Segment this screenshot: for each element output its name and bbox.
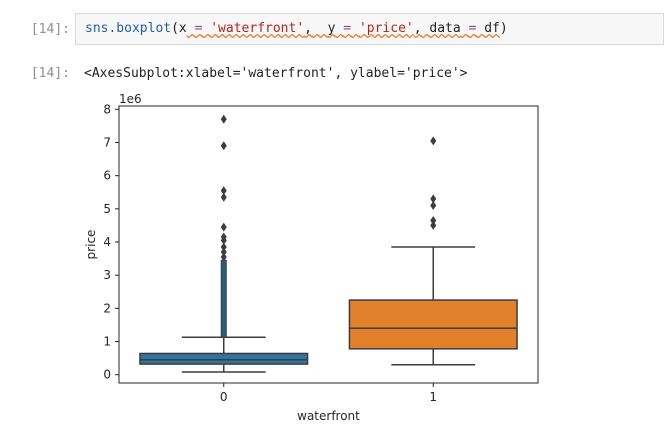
code-close-paren: ) <box>499 21 508 36</box>
box-iqr <box>348 299 518 350</box>
outlier-band <box>220 259 227 338</box>
outlier-point <box>220 114 227 124</box>
outlier-point <box>220 222 227 232</box>
outlier-point <box>220 232 227 242</box>
output-repr: <AxesSubplot:xlabel='waterfront', ylabel… <box>84 66 468 81</box>
outlier-point <box>430 136 437 146</box>
output-prompt: [14]: <box>30 66 70 81</box>
y-tick-label: 0 <box>103 368 111 382</box>
code-data-keyword: data <box>429 21 461 36</box>
code-line: sns.boxplot(x = 'waterfront', y = 'price… <box>85 21 508 36</box>
outlier-point <box>220 192 227 202</box>
code-equals: = <box>194 21 203 36</box>
x-tick-label: 0 <box>220 390 228 404</box>
code-x-keyword: x <box>178 21 187 36</box>
y-offset-label: 1e6 <box>119 92 142 106</box>
code-comma: , <box>413 21 422 36</box>
y-axis-label: price <box>84 230 98 260</box>
outlier-point <box>220 252 227 262</box>
box-group-0 <box>139 114 309 373</box>
code-equals: = <box>343 21 352 36</box>
outlier-point <box>430 194 437 204</box>
outlier-point <box>430 201 437 211</box>
code-equals: = <box>468 21 477 36</box>
x-tick-label: 1 <box>429 390 437 404</box>
y-tick-label: 1 <box>103 335 111 349</box>
box-iqr <box>139 352 309 365</box>
y-tick-label: 2 <box>103 301 111 315</box>
code-data-value: df <box>484 21 500 36</box>
code-x-value: 'waterfront' <box>210 21 305 36</box>
outlier-point <box>220 242 227 252</box>
code-y-keyword: y <box>327 21 336 36</box>
outlier-point <box>430 220 437 230</box>
outlier-point <box>220 247 227 257</box>
code-comma: , <box>304 21 312 36</box>
outlier-point <box>220 141 227 151</box>
y-tick-label: 5 <box>103 202 111 216</box>
y-tick-label: 6 <box>103 169 111 183</box>
y-tick-label: 4 <box>103 235 111 249</box>
outlier-point <box>220 186 227 196</box>
box-group-1 <box>348 136 518 366</box>
y-tick-label: 7 <box>103 135 111 149</box>
x-axis-label: waterfront <box>297 409 360 423</box>
y-tick-label: 3 <box>103 268 111 282</box>
code-open-paren: ( <box>171 21 179 36</box>
y-tick-label: 8 <box>103 102 111 116</box>
outlier-point <box>430 215 437 225</box>
code-y-value: 'price' <box>358 21 414 36</box>
input-prompt: [14]: <box>30 22 70 37</box>
code-function: sns.boxplot <box>85 21 172 36</box>
code-input-cell[interactable]: sns.boxplot(x = 'waterfront', y = 'price… <box>75 13 664 45</box>
